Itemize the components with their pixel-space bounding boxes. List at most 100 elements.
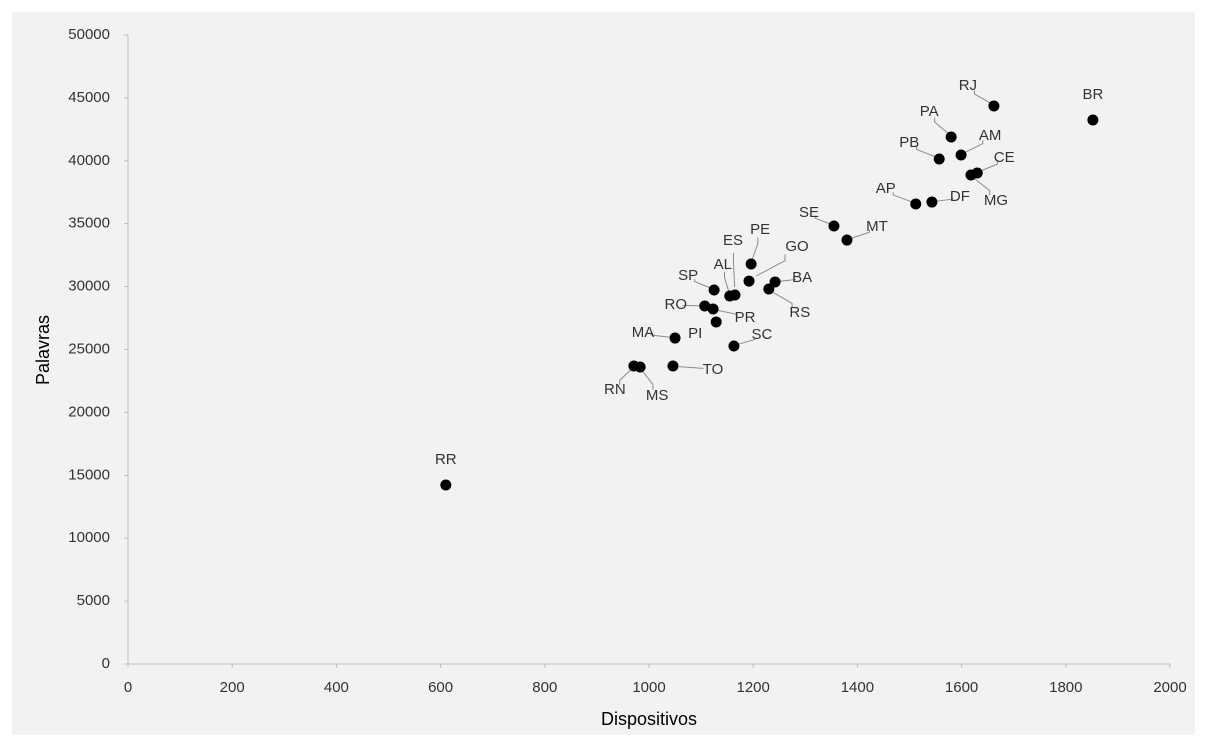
- leader-line: [814, 215, 831, 225]
- point: [669, 332, 681, 344]
- x-tick-label: 1400: [841, 679, 874, 696]
- point: [769, 276, 781, 288]
- leader-line: [682, 304, 701, 307]
- point: [710, 316, 722, 328]
- leader-line: [965, 140, 984, 153]
- point-label: PI: [688, 325, 702, 342]
- point-label: TO: [703, 361, 724, 378]
- point-label: AP: [876, 180, 896, 197]
- leader-line: [981, 161, 998, 172]
- point: [933, 153, 945, 165]
- x-tick-label: 1800: [1049, 679, 1082, 696]
- leader-line: [694, 279, 711, 289]
- leader-line: [916, 146, 935, 158]
- point-label: SC: [752, 326, 773, 343]
- leader-line: [737, 337, 756, 345]
- y-tick-label: 15000: [68, 466, 110, 483]
- chart-background: [12, 12, 1195, 735]
- x-tick-label: 1000: [632, 679, 665, 696]
- leader-line: [724, 271, 730, 292]
- point-label: DF: [950, 188, 970, 205]
- point-label: PR: [735, 309, 756, 326]
- leader-line: [619, 369, 632, 385]
- point: [1087, 114, 1099, 126]
- point-label: MA: [632, 324, 655, 341]
- point: [910, 198, 922, 210]
- leader-line: [642, 371, 654, 390]
- point-label: MG: [984, 192, 1008, 209]
- leader-line: [755, 254, 786, 277]
- point: [955, 149, 967, 161]
- point-label: ES: [723, 232, 743, 249]
- point: [965, 169, 977, 181]
- y-axis-title: Palavras: [33, 315, 53, 385]
- y-tick-label: 20000: [68, 403, 110, 420]
- point-label: PA: [920, 103, 939, 120]
- leader-line: [650, 334, 671, 338]
- x-tick-label: 2000: [1153, 679, 1186, 696]
- x-tick-label: 600: [428, 679, 453, 696]
- point: [841, 234, 853, 246]
- point: [728, 340, 740, 352]
- point-label: PE: [750, 221, 770, 238]
- point: [634, 361, 646, 373]
- y-tick-label: 10000: [68, 529, 110, 546]
- leader-line: [936, 198, 954, 202]
- point-label: AM: [979, 127, 1002, 144]
- point-label: GO: [785, 238, 808, 255]
- point: [707, 303, 719, 315]
- point: [708, 284, 720, 296]
- point-label: MS: [646, 387, 669, 404]
- point-label: RS: [789, 304, 810, 321]
- leader-line: [751, 237, 759, 260]
- point-label: CE: [994, 149, 1015, 166]
- point-label: PB: [899, 134, 919, 151]
- y-tick-label: 45000: [68, 89, 110, 106]
- point-label: RR: [435, 451, 457, 468]
- x-tick-label: 400: [324, 679, 349, 696]
- x-tick-label: 200: [220, 679, 245, 696]
- y-tick-label: 35000: [68, 215, 110, 232]
- point: [828, 220, 840, 232]
- y-tick-label: 40000: [68, 152, 110, 169]
- point: [699, 300, 711, 312]
- point-label: RJ: [959, 77, 977, 94]
- leader-line: [892, 192, 912, 203]
- y-tick-label: 25000: [68, 340, 110, 357]
- leader-line: [934, 117, 949, 134]
- leader-line: [973, 90, 991, 104]
- point: [743, 275, 755, 287]
- y-tick-label: 50000: [68, 26, 110, 43]
- point-label: RO: [664, 296, 687, 313]
- x-tick-label: 1600: [945, 679, 978, 696]
- point-label: AL: [714, 256, 732, 273]
- x-tick-label: 800: [532, 679, 557, 696]
- y-tick-label: 30000: [68, 278, 110, 295]
- point: [745, 258, 757, 270]
- point: [926, 196, 938, 208]
- point-label: SE: [799, 204, 819, 221]
- point-label: BR: [1082, 86, 1103, 103]
- point: [667, 360, 679, 372]
- point-label: MT: [866, 218, 888, 235]
- point: [988, 100, 1000, 112]
- leader-line: [732, 252, 736, 287]
- point-label: BA: [792, 269, 812, 286]
- leader-line: [779, 278, 796, 282]
- leader-line: [717, 309, 738, 317]
- x-axis-title: Dispositivos: [601, 709, 697, 729]
- leader-line: [851, 229, 870, 239]
- point-label: RN: [604, 381, 626, 398]
- point: [440, 479, 452, 491]
- point-label: SP: [678, 267, 698, 284]
- y-tick-label: 0: [102, 655, 110, 672]
- leader-line: [678, 366, 704, 370]
- point: [724, 290, 736, 302]
- x-tick-label: 0: [124, 679, 132, 696]
- point: [763, 283, 775, 295]
- point: [945, 131, 957, 143]
- x-tick-label: 1200: [737, 679, 770, 696]
- leader-line: [773, 292, 793, 308]
- y-tick-label: 5000: [77, 592, 110, 609]
